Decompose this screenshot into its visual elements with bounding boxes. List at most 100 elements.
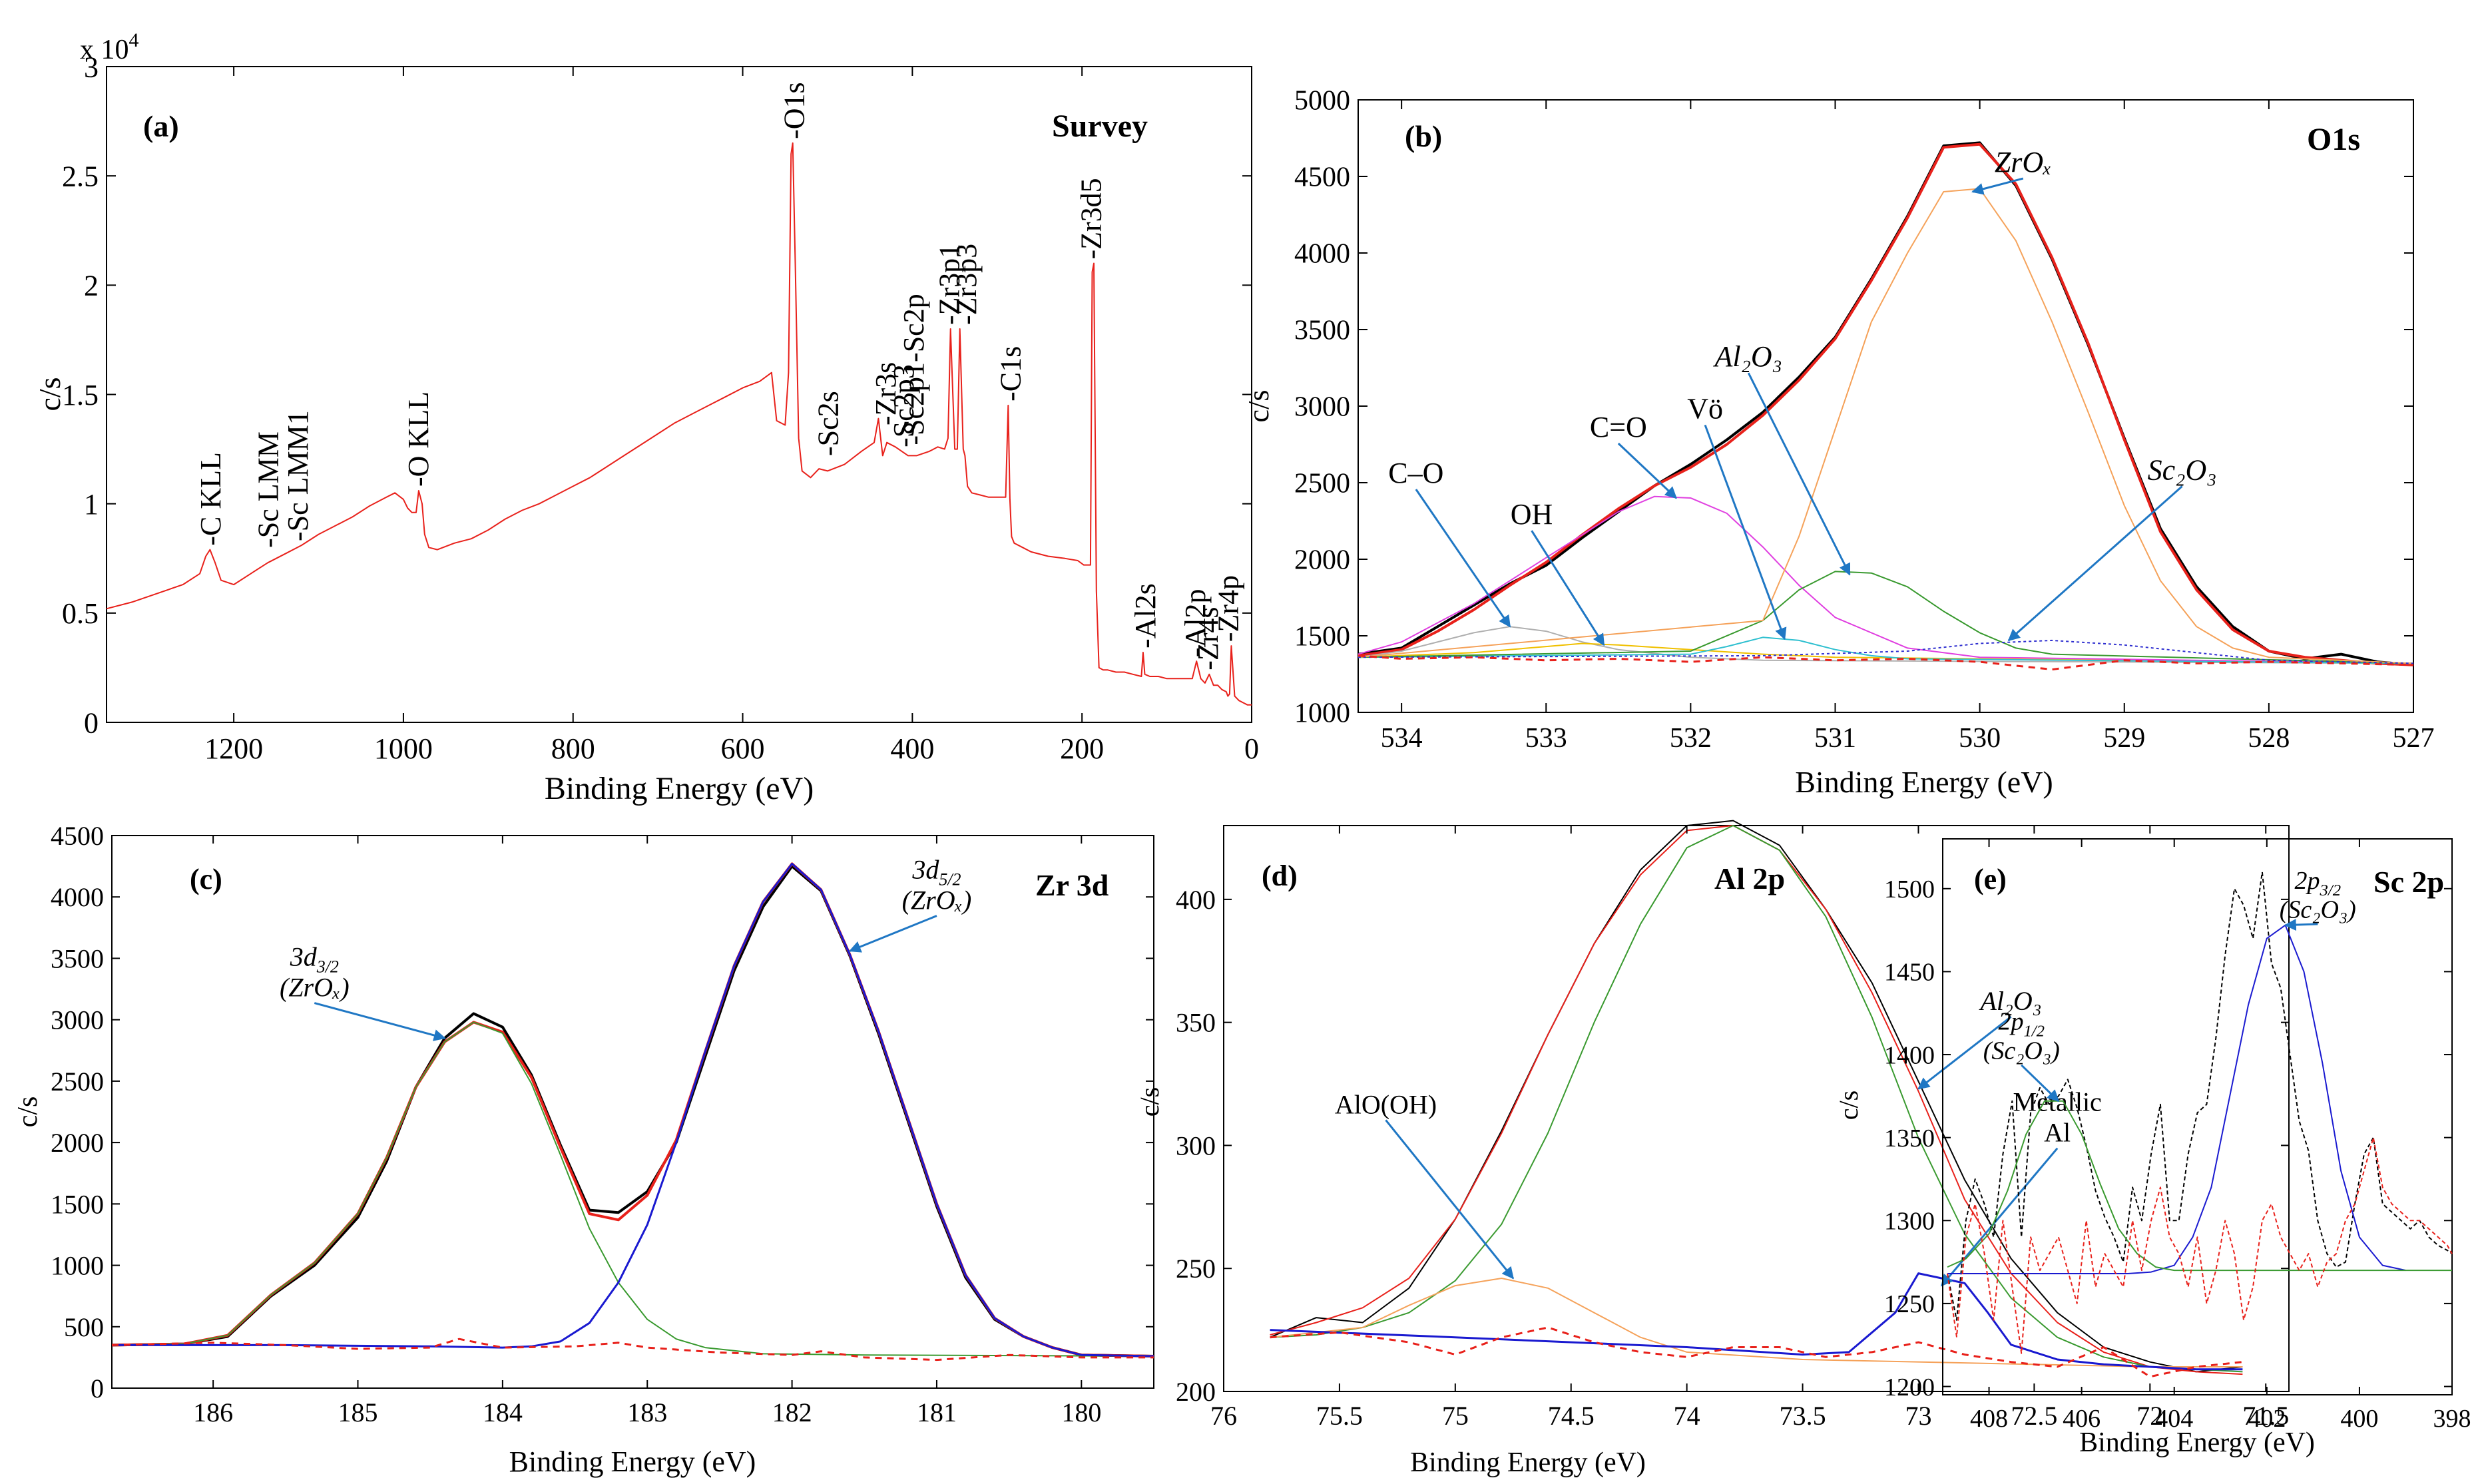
- panel-e-xtick-label: 404: [2155, 1405, 2193, 1433]
- panel-a-xtick-label: 600: [721, 732, 765, 765]
- panel-b-xtick-label: 527: [2393, 723, 2435, 754]
- panel-a-survey: -O1s-Zr3d5-Zr3p1-Zr3p3-Sc2p1-Sc2p-Zr3s-S…: [33, 29, 1259, 806]
- panel-b-series-zrox: [1358, 188, 2414, 664]
- panel-b-annotation-sc-o: Sc₂O₃: [2148, 453, 2217, 486]
- panel-d-series-al2o3: [1270, 825, 2243, 1373]
- panel-a-plot-frame: [106, 66, 1252, 723]
- panel-c-ytick-label: 0: [91, 1373, 104, 1403]
- panel-a-xtick-label: 200: [1060, 732, 1104, 765]
- panel-e-ytick-label: 1400: [1884, 1041, 1935, 1069]
- panel-c-title: Zr 3d: [1035, 868, 1109, 902]
- panel-c-xtick-label: 186: [193, 1397, 233, 1427]
- panel-e-series-2p1-2-sc2o3: [1947, 1100, 2452, 1272]
- panel-e-annotation-line2: (Sc₂O₃): [2280, 895, 2356, 923]
- panel-d-xtick-label: 73.5: [1780, 1401, 1826, 1431]
- panel-e-xtick-label: 400: [2340, 1405, 2378, 1433]
- panel-d-annotation-arrow: [1917, 1015, 2012, 1090]
- panel-a-peak-label-sc2p1-sc2p: -Sc2p1-Sc2p: [897, 294, 930, 445]
- panel-c-ytick-label: 4000: [51, 882, 104, 912]
- panel-c-annotation-sub: 3/2: [316, 957, 339, 977]
- panel-a-ytick-label: 1.5: [62, 379, 99, 411]
- panel-d-ytick-label: 350: [1176, 1008, 1216, 1038]
- panel-b-xtick-label: 529: [2103, 723, 2145, 754]
- panel-d-ylabel: c/s: [1134, 1087, 1164, 1116]
- panel-b-annotation-arrow: [1415, 489, 1511, 628]
- panel-d-title: Al 2p: [1714, 862, 1785, 895]
- panel-d-ytick-label: 250: [1176, 1254, 1216, 1284]
- panel-c-zr3d: 3d3/2(ZrOₓ)3d5/2(ZrOₓ) 186 185 184 183 182 18…: [13, 821, 1154, 1478]
- panel-a-peak-label-zr3p3: -Zr3p3: [950, 244, 983, 325]
- panel-b-annotation-arrow: [1704, 424, 1787, 640]
- panel-e-plot-frame: [1942, 838, 2453, 1395]
- panel-d-xtick-label: 75.5: [1316, 1401, 1363, 1431]
- panel-a-peak-label-zr4s: -Zr4s: [1192, 607, 1224, 670]
- panel-a-peak-label-sc2s: -Sc2s: [812, 391, 844, 456]
- panel-b-ytick-label: 4000: [1294, 239, 1350, 270]
- panel-a-peak-label-o1s: -O1s: [778, 82, 810, 139]
- panel-b-xtick-label: 528: [2248, 723, 2290, 754]
- panel-e-xtick-label: 408: [1970, 1405, 2008, 1433]
- panel-e-xlabel: Binding Energy (eV): [2079, 1427, 2315, 1458]
- panel-a-ytick-label: 2: [84, 270, 99, 302]
- panel-b-annotation-al-o: Al₂O₃: [1712, 340, 1782, 373]
- panel-b-xtick-label: 530: [1959, 723, 2001, 754]
- panel-e-annotation-2p3-2: 2p3/2: [2295, 867, 2342, 899]
- panel-c-xtick-label: 181: [917, 1397, 957, 1427]
- panel-b-series-oh: [1358, 642, 2414, 664]
- panel-c-series-3d3-2-zrox: [111, 1021, 1154, 1357]
- panel-c-annotation-line2: (ZrOₓ): [902, 885, 972, 915]
- panel-e-annotation-arrow: [2021, 1064, 2060, 1103]
- panel-a-yscale-base: x 10: [80, 35, 129, 65]
- panel-e-label: (e): [1974, 863, 2007, 895]
- panel-a-ytick-label: 1: [84, 488, 99, 521]
- panel-b-series-v-o: [1358, 636, 2414, 664]
- panel-a-ylabel: c/s: [33, 377, 67, 411]
- panel-c-ytick-label: 2500: [51, 1067, 104, 1097]
- panel-d-annotation-line2: Al: [2044, 1118, 2071, 1148]
- panel-a-peak-label-sc-lmm1: -Sc LMM1: [282, 410, 314, 541]
- panel-c-ytick-label: 1500: [51, 1189, 104, 1219]
- panel-b-series-sc2o3: [1358, 639, 2414, 664]
- panel-c-annotation-3d3-2: 3d3/2: [290, 942, 339, 977]
- panel-c-annotation-3d5-2: 3d5/2: [911, 855, 961, 889]
- panel-b-annotation-arrow: [1747, 372, 1851, 576]
- panel-b-plot-frame: [1358, 99, 2414, 713]
- panel-b-o1s: C–O OH C=O Vö Al₂O₃ ZrOₓ Sc₂O₃ 534 533 532 531 530…: [1242, 86, 2435, 799]
- panel-c-ylabel: c/s: [13, 1097, 43, 1128]
- panel-e-ytick-label: 1250: [1884, 1290, 1935, 1318]
- panel-a-xtick-label: 400: [890, 732, 934, 765]
- panel-c-xtick-label: 185: [338, 1397, 378, 1427]
- panel-a-yscale: x 104: [80, 29, 139, 65]
- panel-c-ytick-label: 500: [64, 1312, 104, 1342]
- panel-d-annotation-arrow: [1941, 1147, 2059, 1287]
- panel-b-ylabel: c/s: [1242, 390, 1275, 423]
- panel-d-label: (d): [1262, 860, 1298, 892]
- panel-a-peak-label-o-kll: -O KLL: [402, 391, 435, 487]
- panel-d-xtick-label: 75: [1442, 1401, 1469, 1431]
- panel-d-series-metallic-al: [1270, 1272, 2243, 1371]
- panel-e-xtick-label: 406: [2063, 1405, 2101, 1433]
- panel-e-annotation-arrow: [2284, 919, 2318, 931]
- panel-a-peak-label-c1s: -C1s: [994, 346, 1027, 401]
- panel-e-sc2p: 2p1/2(Sc₂O₃)2p3/2(Sc₂O₃) 408 406 404 402 400…: [1834, 838, 2471, 1458]
- panel-b-annotation-arrow: [2007, 485, 2183, 642]
- panel-c-ytick-label: 3500: [51, 943, 104, 973]
- panel-b-ytick-label: 3000: [1294, 392, 1350, 423]
- panel-b-annotation-c-o: C–O: [1388, 457, 1443, 489]
- panel-a-ytick-label: 3: [84, 51, 99, 83]
- panel-b-annotation-arrow: [1971, 177, 2024, 195]
- panel-d-xtick-label: 72: [2136, 1401, 2163, 1431]
- panel-d-ytick-label: 300: [1176, 1130, 1216, 1160]
- panel-c-xtick-label: 184: [483, 1397, 523, 1427]
- panel-d-series-alo-oh: [1270, 1278, 2243, 1367]
- panel-b-title: O1s: [2307, 122, 2360, 157]
- panel-b-series-measured: [1358, 141, 2414, 666]
- panel-d-xtick-label: 71.5: [2242, 1401, 2289, 1431]
- panel-a-xtick-label: 0: [1244, 732, 1259, 765]
- panel-a-peak-label-al2p: -Al2p: [1179, 589, 1212, 657]
- panel-b-ytick-label: 5000: [1294, 86, 1350, 117]
- panel-b-annotation-oh: OH: [1511, 498, 1553, 531]
- panel-b-xtick-label: 531: [1814, 723, 1856, 754]
